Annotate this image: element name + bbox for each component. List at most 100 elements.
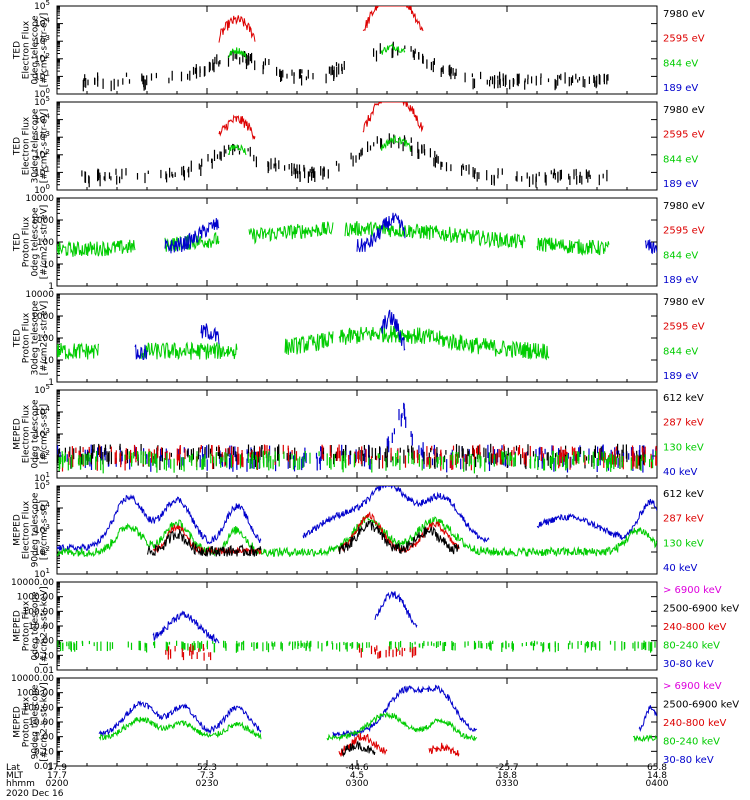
y-tick-label: 100.00 bbox=[23, 703, 55, 713]
y-axis-label-line: 0deg telescope bbox=[31, 207, 41, 277]
x-tick-hhmm: 0400 bbox=[646, 779, 669, 789]
series-line bbox=[380, 42, 406, 55]
y-tick-exponent: 2 bbox=[46, 545, 50, 553]
legend-entry: 7980 eV bbox=[663, 105, 705, 116]
legend-entry: 40 keV bbox=[663, 467, 697, 478]
y-axis-label-line: MEPED bbox=[13, 514, 23, 546]
y-tick-exponent: 0 bbox=[46, 183, 50, 191]
legend-entry: 30-80 keV bbox=[663, 659, 714, 670]
legend-entry: 7980 eV bbox=[663, 297, 705, 308]
y-axis-label-line: TED bbox=[13, 137, 23, 156]
y-tick-label: 0.01 bbox=[34, 762, 54, 772]
series-line bbox=[146, 529, 262, 557]
series-line bbox=[57, 515, 657, 558]
y-tick-label: 100 bbox=[37, 334, 54, 344]
y-tick-label: 10.00 bbox=[28, 718, 54, 728]
y-axis-label-line: [#/cm2-s-str-eV] bbox=[40, 13, 50, 88]
y-tick-label: 1000.00 bbox=[17, 689, 54, 699]
legend-entry: 2595 eV bbox=[663, 322, 705, 333]
series-group bbox=[57, 402, 657, 474]
y-axis-label: MEPEDProton Flux90deg telescope[#/cm2-s-… bbox=[13, 682, 50, 761]
series-group bbox=[57, 212, 657, 257]
legend-entry: 189 eV bbox=[663, 179, 698, 190]
x-tick-lat: -44.6 bbox=[345, 763, 369, 773]
x-tick-hhmm: 0230 bbox=[196, 779, 219, 789]
y-axis-label-line: MEPED bbox=[13, 610, 23, 642]
legend-entry: 612 keV bbox=[663, 489, 704, 500]
legend-entry: 844 eV bbox=[663, 346, 698, 357]
y-tick-exponent: 2 bbox=[46, 449, 50, 457]
series-line bbox=[218, 15, 256, 43]
y-tick-label: 10 bbox=[43, 356, 55, 366]
series-line bbox=[227, 47, 247, 60]
y-tick-exponent: 0 bbox=[46, 87, 50, 95]
y-tick-label: 1 bbox=[48, 282, 54, 292]
y-axis-label-line: TED bbox=[13, 41, 23, 60]
y-axis-label-line: Proton Flux bbox=[22, 312, 32, 363]
y-axis-label-line: TED bbox=[13, 329, 23, 348]
series-line bbox=[98, 716, 262, 741]
series-line bbox=[380, 135, 412, 152]
legend-entry: 2595 eV bbox=[663, 34, 705, 45]
y-tick-label: 1000.00 bbox=[17, 593, 54, 603]
series-group bbox=[57, 309, 550, 361]
series-line bbox=[248, 221, 334, 245]
series-line bbox=[362, 6, 424, 32]
series-line bbox=[344, 221, 526, 249]
y-axis-label-line: Proton Flux bbox=[22, 600, 32, 651]
y-tick-exponent: 5 bbox=[46, 0, 50, 7]
series-line bbox=[140, 341, 238, 361]
legend-entry: 189 eV bbox=[663, 83, 698, 94]
y-tick-exponent: 1 bbox=[46, 567, 50, 575]
series-line bbox=[164, 217, 220, 254]
y-tick-label: 10000 bbox=[25, 290, 54, 300]
x-tick-mlt: 18.8 bbox=[497, 771, 517, 781]
series-line bbox=[284, 331, 334, 355]
x-tick-lat: 17.9 bbox=[47, 763, 67, 773]
y-tick-label: 1000 bbox=[31, 216, 54, 226]
series-line bbox=[227, 143, 247, 156]
y-tick-exponent: 3 bbox=[46, 427, 50, 435]
y-tick-exponent: 2 bbox=[46, 52, 50, 60]
legend-entry: 7980 eV bbox=[663, 201, 705, 212]
x-tick-hhmm: 0300 bbox=[346, 779, 369, 789]
x-tick-mlt: 7.3 bbox=[200, 771, 214, 781]
legend-entry: 240-800 keV bbox=[663, 622, 727, 633]
series-group bbox=[81, 102, 608, 188]
y-axis-label-line: TED bbox=[13, 233, 23, 252]
panel-meped-proton-90: 0.010.101.0010.00100.001000.0010000.00ME… bbox=[11, 674, 739, 772]
legend-entry: 189 eV bbox=[663, 275, 698, 286]
y-tick-exponent: 5 bbox=[46, 383, 50, 391]
series-line bbox=[644, 239, 657, 255]
series-line bbox=[57, 342, 100, 360]
legend-entry: 130 keV bbox=[663, 442, 704, 453]
y-tick-label: 0.10 bbox=[34, 651, 54, 661]
legend-entry: 240-800 keV bbox=[663, 718, 727, 729]
legend-entry: 2500-6900 keV bbox=[663, 700, 739, 711]
x-row-label-hhmm: hhmm bbox=[6, 779, 35, 789]
legend-entry: 612 keV bbox=[663, 393, 704, 404]
y-tick-label: 105 bbox=[34, 383, 50, 396]
series-group bbox=[98, 684, 657, 758]
series-line bbox=[332, 684, 478, 738]
y-tick-label: 0.10 bbox=[34, 747, 54, 757]
legend-entry: 40 keV bbox=[663, 563, 697, 574]
series-line bbox=[362, 102, 424, 133]
series-line bbox=[98, 700, 262, 737]
y-tick-label: 1000 bbox=[31, 312, 54, 322]
y-tick-label: 1.00 bbox=[34, 733, 54, 743]
series-group bbox=[82, 6, 609, 92]
y-axis-label-line: Electron Flux bbox=[22, 116, 32, 175]
y-tick-exponent: 3 bbox=[46, 34, 50, 42]
y-tick-exponent: 4 bbox=[46, 405, 51, 413]
x-tick-hhmm: 0330 bbox=[496, 779, 519, 789]
y-tick-exponent: 4 bbox=[46, 113, 51, 121]
y-axis-label-line: 30deg telescope bbox=[31, 300, 41, 375]
series-line bbox=[374, 591, 418, 629]
legend-entry: > 6900 keV bbox=[663, 585, 722, 596]
y-axis-label: TEDElectron Flux30deg telescope[#/cm2-s-… bbox=[13, 108, 50, 183]
panel-frame bbox=[56, 197, 658, 287]
